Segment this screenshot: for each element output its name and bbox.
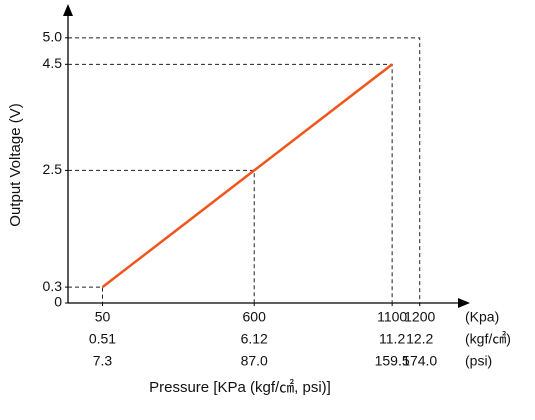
y-axis-title: Output Voltage (V) — [7, 103, 24, 226]
y-tick-label: 0.3 — [43, 278, 63, 294]
x-axis-arrow — [458, 298, 470, 308]
y-tick-label: 0 — [54, 294, 62, 310]
x-tick-label-psi: 87.0 — [241, 353, 268, 369]
x-tick-label-kgf: 11.2 — [379, 331, 405, 347]
x-unit-label: (kgf/㎠) — [465, 331, 511, 347]
x-tick-label: 600 — [243, 309, 267, 325]
y-tick-label: 4.5 — [43, 55, 63, 71]
x-tick-label-kgf: 6.12 — [241, 331, 268, 347]
data-line — [101, 63, 393, 289]
x-tick-label: 1100 — [377, 309, 407, 325]
x-tick-label-psi: 174.0 — [402, 353, 437, 369]
x-tick-label-psi: 159.5 — [375, 353, 410, 369]
guide-line — [68, 286, 103, 303]
guide-line — [68, 169, 255, 303]
guide-line — [68, 37, 421, 303]
x-tick-label-kgf: 0.51 — [89, 331, 116, 347]
y-axis-arrow — [63, 4, 73, 16]
x-tick-label: 1200 — [404, 309, 435, 325]
x-tick-label-kgf: 12.2 — [406, 331, 433, 347]
x-unit-label: (Kpa) — [465, 309, 499, 325]
y-tick-label: 2.5 — [43, 161, 63, 177]
guide-line — [68, 63, 393, 303]
x-unit-label: (psi) — [465, 353, 492, 369]
x-tick-label: 50 — [95, 309, 111, 325]
x-axis-title: Pressure [KPa (kgf/㎠, psi)] — [149, 379, 331, 396]
y-tick-label: 5.0 — [43, 29, 63, 45]
x-tick-label-psi: 7.3 — [93, 353, 113, 369]
